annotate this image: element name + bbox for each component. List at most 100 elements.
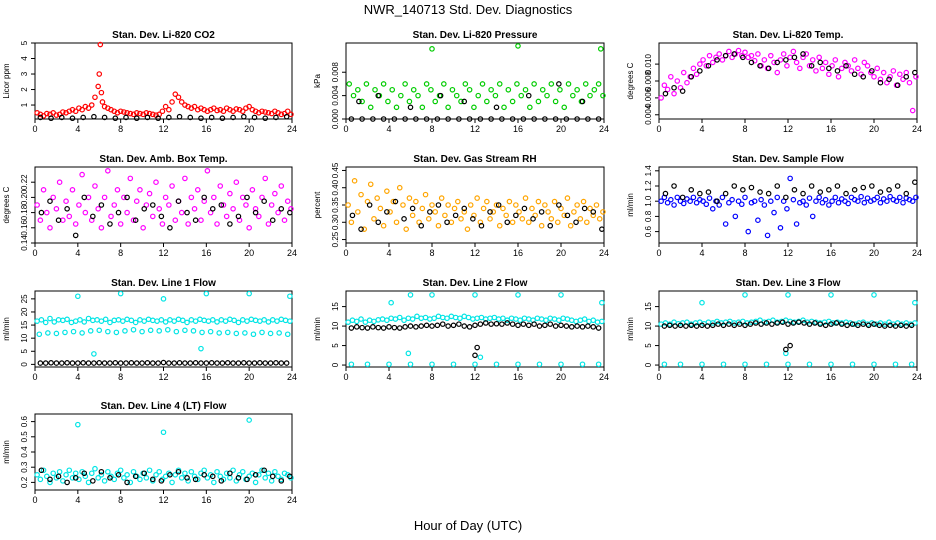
data-point [191,473,198,480]
x-tick-label: 12 [158,372,168,382]
data-point [153,471,159,478]
data-point [87,328,94,334]
reference-point [585,323,591,329]
data-point [133,109,140,116]
reference-point [69,115,76,122]
data-point [832,194,839,201]
data-point [813,68,819,74]
data-point [700,198,706,205]
reference-point [488,321,494,327]
data-point [358,316,364,322]
data-point [761,202,768,208]
data-point [281,217,288,224]
data-point [92,94,98,101]
data-point [842,59,848,66]
reference-point [903,73,910,80]
data-point [350,92,357,99]
y-tick-label: 0.2 [20,476,29,488]
data-point [543,317,549,324]
data-point [282,317,289,324]
panel-5: Stan. Dev. Gas Stream RH percent 0 4 8 12 16 20… [313,154,609,258]
reference-point [139,360,145,366]
reference-point [715,321,721,327]
data-point [531,81,537,87]
data-point [348,361,355,368]
panel-title: Stan. Dev. Li-820 Temp. [733,30,844,41]
data-point [542,202,548,208]
data-point [874,194,881,201]
reference-point [843,190,849,197]
data-point [785,361,791,368]
data-point [591,86,598,93]
y-tick-label: 0.40 [331,179,340,195]
x-tick-label: 4 [75,248,80,258]
data-point [60,109,66,115]
data-point [259,467,265,474]
data-point [896,71,903,78]
data-point [235,319,242,326]
data-point [579,361,586,368]
reference-point [287,209,293,216]
x-tick-label: 4 [386,248,391,258]
data-point [813,198,819,205]
reference-point [747,321,754,327]
reference-point [574,116,580,122]
reference-point [791,54,798,61]
data-point [496,222,503,229]
reference-point [235,475,242,481]
reference-point [434,322,441,329]
data-point [117,221,124,227]
reference-point [445,323,451,329]
reference-point [47,198,53,205]
data-point [105,168,111,174]
data-point [800,54,806,61]
data-point [96,71,103,77]
data-point [47,315,53,322]
data-point [493,202,500,208]
data-point [784,206,790,212]
data-point [265,221,272,227]
data-point [908,361,915,368]
data-point [400,202,406,208]
reference-point [133,360,140,366]
data-point [517,317,523,324]
data-point [121,194,127,201]
data-point [56,179,63,186]
data-point [835,73,842,80]
data-point [784,63,790,69]
data-point [457,315,463,322]
data-point [198,217,204,224]
data-point [858,193,864,200]
x-tick-label: 16 [201,248,211,258]
data-point [864,195,871,201]
data-point [884,198,890,205]
data-point [239,108,246,115]
data-point [137,476,143,483]
data-point [37,217,44,224]
reference-point [287,473,293,480]
reference-point [860,184,867,191]
data-point [34,202,40,208]
data-point [122,328,128,334]
data-point [855,65,861,72]
x-tick-label: 12 [470,372,480,382]
data-point [800,317,806,324]
reference-point [470,216,476,222]
reference-point [262,115,269,122]
reference-point [158,478,165,484]
data-point [800,198,806,205]
x-tick-label: 20 [869,372,879,382]
reference-point [115,471,122,478]
y-tick-label: 20 [20,307,29,316]
data-point [43,473,50,480]
reference-point [769,321,775,327]
data-point [793,221,800,227]
reference-point [552,116,559,122]
reference-point [590,324,597,330]
reference-point [461,323,468,329]
data-point [91,351,97,357]
data-point [871,73,877,80]
data-point [396,184,403,191]
data-point [493,361,500,368]
y-tick-label: 0.008 [644,70,653,91]
